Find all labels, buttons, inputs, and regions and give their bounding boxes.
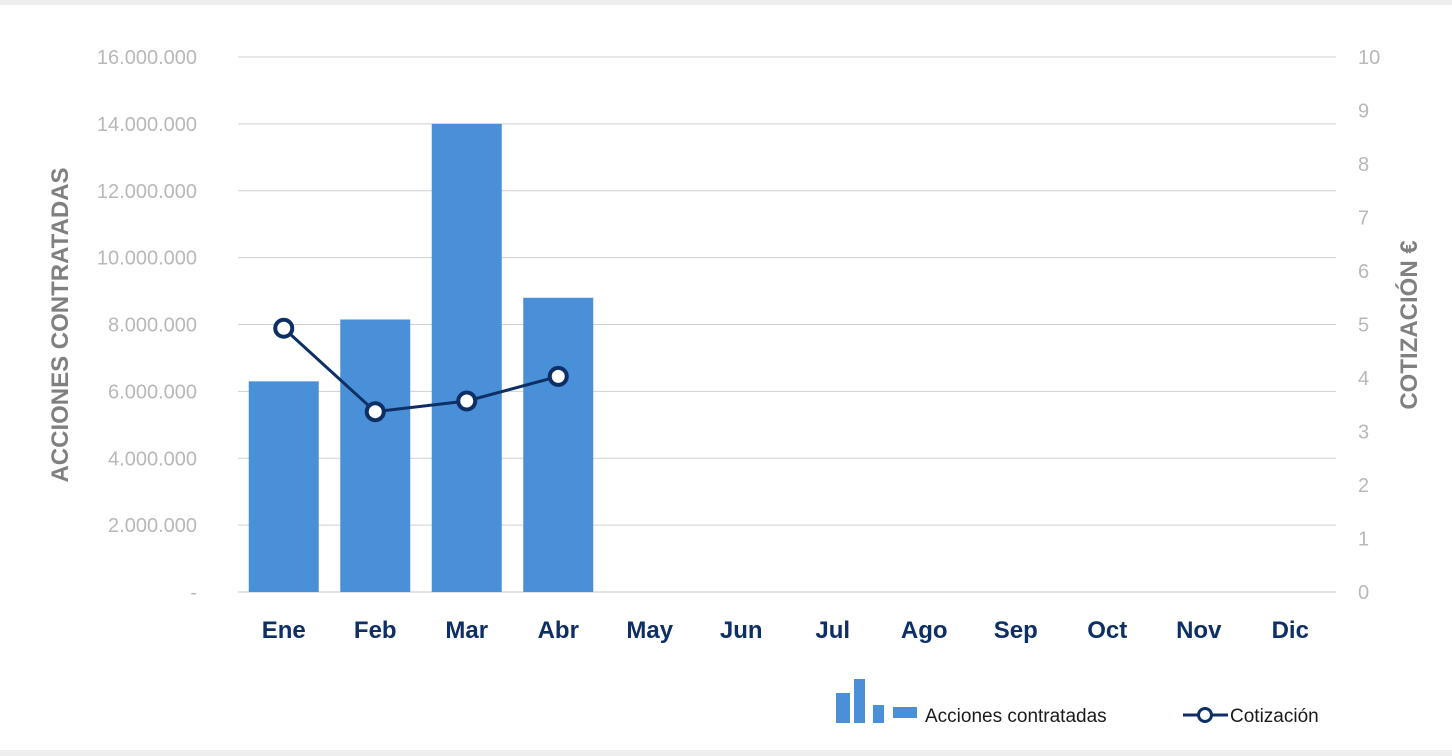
y-tick-label-right: 10 bbox=[1358, 47, 1380, 69]
y-axis-title-left: ACCIONES CONTRATADAS bbox=[47, 167, 74, 482]
y-tick-label-left: 16.000.000 bbox=[97, 47, 197, 69]
y-tick-label-right: 4 bbox=[1358, 368, 1369, 390]
y-tick-label-left: 4.000.000 bbox=[108, 448, 197, 470]
legend-label-bars: Acciones contratadas bbox=[925, 706, 1107, 727]
y-tick-label-left: 2.000.000 bbox=[108, 515, 197, 537]
x-tick-label: Jul bbox=[815, 617, 850, 644]
y-tick-label-right: 8 bbox=[1358, 154, 1369, 176]
x-tick-label: Ago bbox=[901, 617, 948, 644]
legend-marker-icon bbox=[1197, 707, 1213, 723]
y-tick-label-left: - bbox=[190, 582, 197, 604]
y-tick-label-right: 2 bbox=[1358, 475, 1369, 497]
y-tick-label-right: 1 bbox=[1358, 529, 1369, 551]
top-border bbox=[0, 0, 1452, 5]
cotizacion-line bbox=[282, 327, 559, 414]
x-tick-label: Jun bbox=[720, 617, 763, 644]
legend-bar-icon bbox=[854, 679, 865, 723]
y-tick-label-left: 8.000.000 bbox=[108, 315, 197, 337]
bottom-border bbox=[0, 750, 1452, 756]
line-point bbox=[456, 390, 478, 412]
y-tick-label-right: 6 bbox=[1358, 261, 1369, 283]
y-tick-label-left: 12.000.000 bbox=[97, 181, 197, 203]
y-tick-label-right: 0 bbox=[1358, 582, 1369, 604]
y-tick-label-right: 5 bbox=[1358, 315, 1369, 337]
legend-swatch-bars bbox=[893, 707, 917, 718]
x-tick-label: Mar bbox=[445, 617, 488, 644]
x-tick-label: May bbox=[626, 617, 673, 644]
line-point bbox=[547, 365, 569, 387]
line-point bbox=[273, 317, 295, 339]
line-point bbox=[364, 401, 386, 423]
x-tick-label: Feb bbox=[354, 617, 397, 644]
x-tick-label: Oct bbox=[1087, 617, 1127, 644]
y-tick-label-left: 6.000.000 bbox=[108, 381, 197, 403]
x-tick-label: Dic bbox=[1272, 617, 1309, 644]
x-tick-label: Abr bbox=[538, 617, 579, 644]
y-tick-label-left: 10.000.000 bbox=[97, 248, 197, 270]
legend-label-line: Cotización bbox=[1230, 706, 1319, 727]
x-tick-label: Sep bbox=[994, 617, 1038, 644]
y-tick-label-right: 3 bbox=[1358, 422, 1369, 444]
bar bbox=[431, 123, 502, 592]
legend-bar-icon bbox=[873, 705, 884, 723]
y-tick-label-left: 14.000.000 bbox=[97, 114, 197, 136]
bar bbox=[523, 297, 594, 592]
y-tick-label-right: 7 bbox=[1358, 208, 1369, 230]
bar bbox=[248, 381, 319, 592]
bar bbox=[340, 319, 411, 592]
x-tick-label: Nov bbox=[1176, 617, 1222, 644]
y-axis-title-right: COTIZACIÓN € bbox=[1395, 240, 1423, 409]
y-tick-label-right: 9 bbox=[1358, 101, 1369, 123]
legend-bar-icon bbox=[836, 693, 850, 723]
x-tick-label: Ene bbox=[262, 617, 306, 644]
